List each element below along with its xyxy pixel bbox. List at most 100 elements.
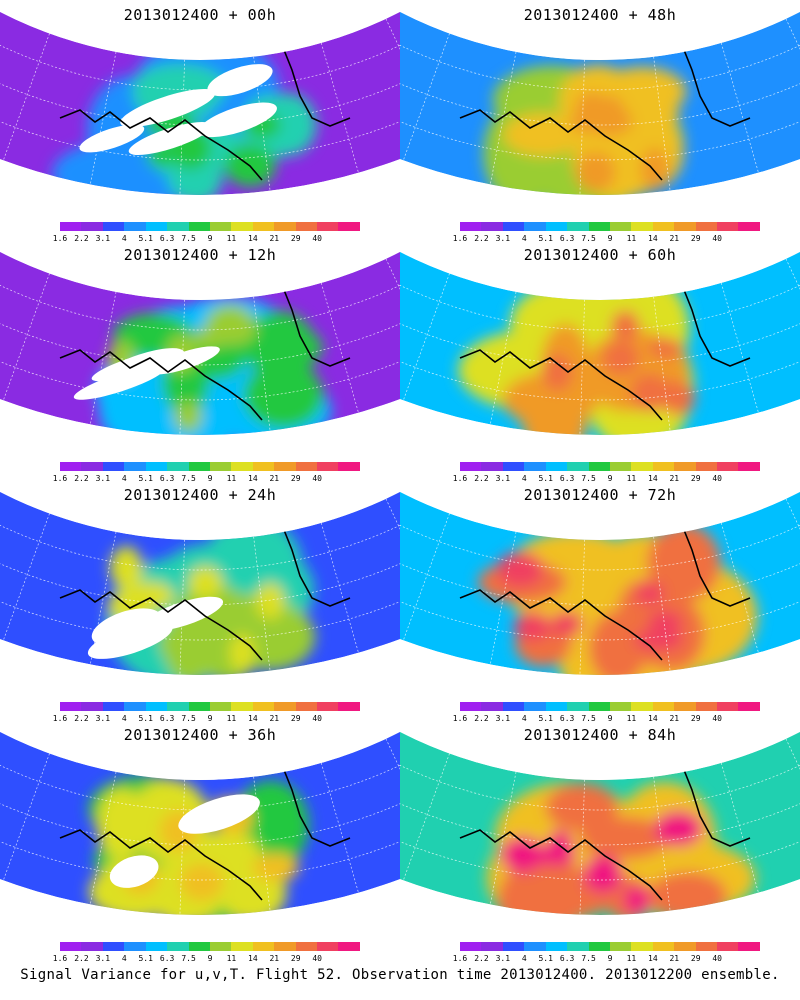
colorbar-tick-label: 9 [207, 234, 213, 243]
colorbar-swatch [481, 942, 503, 951]
colorbar-swatch [252, 702, 275, 711]
colorbar-tick-label: 14 [248, 954, 258, 963]
colorbar-swatch [738, 702, 760, 711]
colorbar-swatch [274, 222, 296, 231]
colorbar-tick-label: 21 [669, 474, 680, 483]
colorbar-tick-label: 5.1 [138, 234, 153, 243]
colorbar-swatch [609, 942, 632, 951]
colorbar-tick-label: 7.5 [181, 234, 196, 243]
colorbar-tick-label: 4 [121, 714, 127, 723]
colorbar-swatch [102, 942, 125, 951]
colorbar-tick-label: 2.2 [474, 714, 489, 723]
colorbar-swatch [481, 222, 503, 231]
map-panel: 2013012400 + 24h 1.6 2.2 3.1 4 5.1 6.3 7.5 9 11 14… [0, 480, 400, 723]
colorbar-tick-label: 5.1 [538, 234, 553, 243]
colorbar-tick-label: 9 [607, 234, 613, 243]
colorbar-swatch [652, 462, 675, 471]
colorbar-tick-label: 3.1 [495, 714, 511, 723]
colorbar-tick-label: 14 [648, 954, 658, 963]
colorbar-ticks: 1.6 2.2 3.1 4 5.1 6.3 7.5 9 11 14 21 29 40 [453, 474, 760, 484]
colorbar-swatch [738, 462, 760, 471]
map-panel: 2013012400 + 60h 1.6 2.2 3.1 4 5.1 6.3 7.5 9 11 14… [400, 240, 800, 483]
colorbar-tick-label: 40 [712, 234, 722, 243]
colorbar-tick-label: 3.1 [495, 234, 511, 243]
colorbar-swatch [60, 942, 82, 951]
colorbar-swatch [695, 942, 718, 951]
colorbar-swatch [124, 702, 146, 711]
colorbar-swatch [124, 222, 146, 231]
colorbar-swatch [145, 942, 168, 951]
variance-map [400, 480, 800, 676]
colorbar-swatch [460, 222, 482, 231]
colorbar [460, 222, 760, 231]
colorbar-swatch [295, 702, 318, 711]
colorbar-swatch [738, 222, 760, 231]
colorbar-swatch [252, 222, 275, 231]
variance-map [0, 480, 400, 676]
colorbar-swatch [588, 222, 610, 231]
panel-title: 2013012400 + 48h [523, 6, 677, 24]
colorbar-swatch [502, 462, 525, 471]
colorbar-tick-label: 6.3 [559, 954, 575, 963]
colorbar-swatch [317, 222, 339, 231]
panel-title: 2013012400 + 60h [523, 246, 677, 264]
colorbar-swatch [674, 462, 696, 471]
variance-map [400, 0, 800, 196]
colorbar-swatch [502, 702, 525, 711]
colorbar-ticks: 1.6 2.2 3.1 4 5.1 6.3 7.5 9 11 14 21 29 40 [453, 714, 760, 724]
colorbar-swatch [481, 702, 503, 711]
colorbar-tick-label: 6.3 [559, 714, 575, 723]
colorbar-swatch [102, 702, 125, 711]
colorbar-swatch [717, 942, 739, 951]
figure-caption: Signal Variance for u,v,T. Flight 52. Ob… [20, 967, 780, 983]
colorbar-tick-label: 9 [207, 474, 213, 483]
colorbar-tick-label: 21 [669, 234, 680, 243]
colorbar-tick-label: 1.6 [452, 714, 468, 723]
colorbar-tick-label: 7.5 [581, 714, 596, 723]
colorbar-swatch [252, 942, 275, 951]
variance-map [400, 720, 800, 916]
colorbar-swatch [631, 702, 653, 711]
colorbar-swatch [81, 942, 103, 951]
colorbar-swatch [695, 222, 718, 231]
colorbar-swatch [609, 222, 632, 231]
colorbar-tick-label: 4 [521, 954, 527, 963]
colorbar-tick-label: 11 [226, 234, 237, 243]
colorbar-swatch [188, 702, 210, 711]
colorbar-tick-label: 7.5 [181, 474, 196, 483]
colorbar-tick-label: 40 [712, 474, 722, 483]
colorbar-swatch [674, 942, 696, 951]
colorbar-tick-label: 3.1 [95, 954, 111, 963]
colorbar-swatch [167, 462, 189, 471]
panel-title: 2013012400 + 72h [523, 486, 677, 504]
colorbar-tick-label: 2.2 [474, 234, 489, 243]
colorbar-swatch [502, 222, 525, 231]
colorbar-tick-label: 5.1 [538, 474, 553, 483]
colorbar-swatch [460, 462, 482, 471]
colorbar-tick-label: 11 [226, 714, 237, 723]
colorbar-tick-label: 40 [712, 954, 722, 963]
map-panel: 2013012400 + 00h 1.6 2.2 3.1 4 5.1 6.3 7.5 9 11 14… [0, 0, 400, 243]
colorbar-tick-label: 2.2 [474, 474, 489, 483]
colorbar-swatch [167, 942, 189, 951]
colorbar-swatch [460, 702, 482, 711]
colorbar-tick-label: 40 [712, 714, 722, 723]
colorbar-tick-label: 6.3 [159, 234, 175, 243]
colorbar-swatch [145, 222, 168, 231]
colorbar-tick-label: 3.1 [495, 954, 511, 963]
colorbar-ticks: 1.6 2.2 3.1 4 5.1 6.3 7.5 9 11 14 21 29 40 [53, 714, 360, 724]
map-panel: 2013012400 + 84h 1.6 2.2 3.1 4 5.1 6.3 7.5 9 11 14… [400, 720, 800, 963]
colorbar-tick-label: 7.5 [181, 954, 196, 963]
colorbar-swatch [695, 702, 718, 711]
colorbar-swatch [524, 702, 546, 711]
colorbar-swatch [545, 222, 568, 231]
colorbar-swatch [717, 462, 739, 471]
colorbar-swatch [252, 462, 275, 471]
colorbar-ticks: 1.6 2.2 3.1 4 5.1 6.3 7.5 9 11 14 21 29 40 [53, 474, 360, 484]
colorbar-swatch [545, 462, 568, 471]
colorbar-tick-label: 1.6 [52, 714, 68, 723]
colorbar-swatch [60, 462, 82, 471]
colorbar-tick-label: 11 [226, 474, 237, 483]
colorbar-swatch [717, 222, 739, 231]
colorbar-swatch [695, 462, 718, 471]
